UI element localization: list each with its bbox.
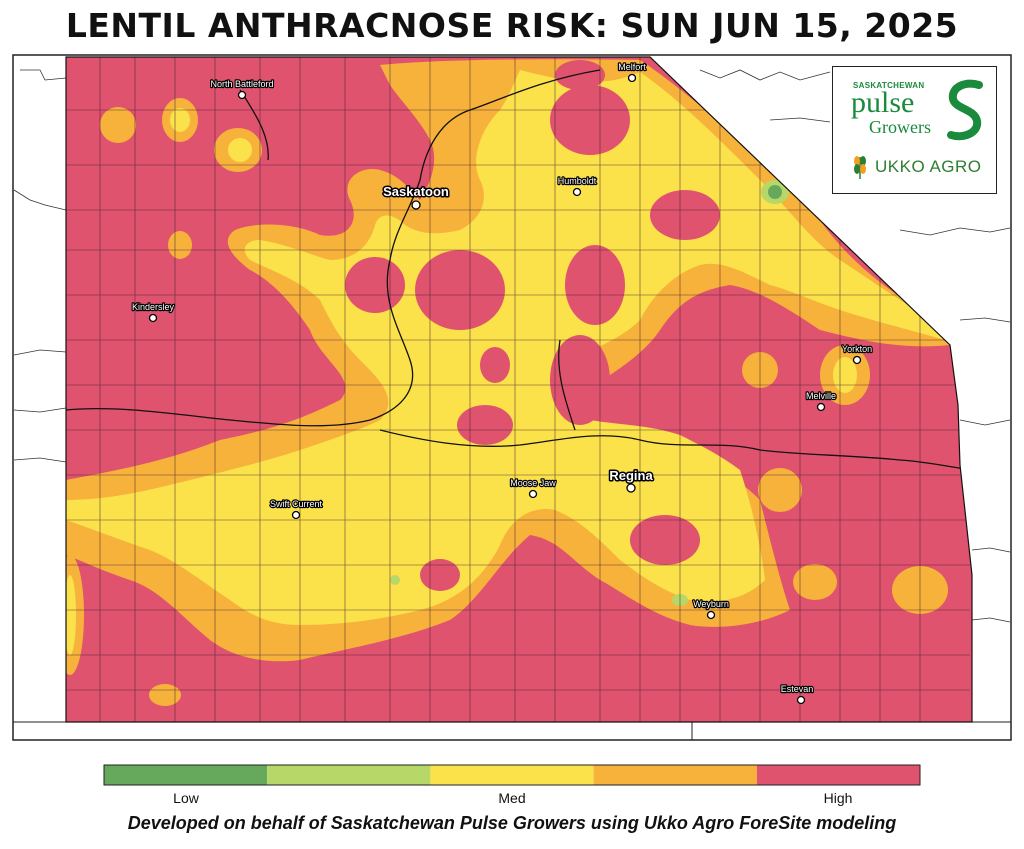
city-dot xyxy=(237,90,247,100)
city-dot xyxy=(626,483,636,493)
city-dot xyxy=(816,402,826,412)
province-outline xyxy=(65,56,973,723)
city-label: Moose Jaw xyxy=(510,478,556,488)
logo-org-name: pulse xyxy=(851,86,915,119)
legend-swatch xyxy=(593,765,757,785)
city-dot xyxy=(627,73,637,83)
logo-partner: UKKO AGRO xyxy=(875,157,982,176)
city-label: Swift Current xyxy=(270,499,323,509)
city-label: Kindersley xyxy=(132,302,175,312)
city-markers: North Battleford Melfort Saskatoon Humbo… xyxy=(131,61,873,705)
city-label: Melville xyxy=(806,391,836,401)
city-dot xyxy=(291,510,301,520)
legend-border xyxy=(103,764,921,786)
city-dot xyxy=(572,187,582,197)
city-dot xyxy=(148,313,158,323)
city-dot xyxy=(411,200,421,210)
city-label: Weyburn xyxy=(693,599,729,609)
logo-panel: SASKATCHEWAN pulse Growers UKKO AGRO xyxy=(832,66,997,194)
legend-swatch xyxy=(430,765,594,785)
med-risk-zones xyxy=(66,70,945,655)
legend-label-high: High xyxy=(823,790,853,806)
legend-swatch xyxy=(756,765,920,785)
city-label: Yorkton xyxy=(842,344,872,354)
legend-bar xyxy=(103,764,921,786)
city-label: Humboldt xyxy=(558,176,597,186)
city-label: Saskatoon xyxy=(383,184,449,199)
pulse-growers-s-logo xyxy=(947,79,983,141)
legend-swatch xyxy=(104,765,268,785)
map-title: LENTIL ANTHRACNOSE RISK: SUN JUN 15, 202… xyxy=(65,6,959,45)
neighbouring-boundaries xyxy=(13,69,1011,623)
municipality-grid xyxy=(66,57,970,722)
legend-label-low: Low xyxy=(173,790,199,806)
city-dot xyxy=(706,610,716,620)
city-dot xyxy=(852,355,862,365)
legend-label-med: Med xyxy=(498,790,526,806)
city-dot xyxy=(796,695,806,705)
city-label: Regina xyxy=(609,468,653,483)
logo-org-sub: Growers xyxy=(869,117,931,137)
city-label: Estevan xyxy=(781,684,814,694)
logo-org-small: SASKATCHEWAN xyxy=(853,81,925,90)
city-label: North Battleford xyxy=(210,79,273,89)
low-risk-zones xyxy=(390,180,789,606)
city-label: Melfort xyxy=(618,62,646,72)
inner-high-zones xyxy=(345,60,720,591)
city-dot xyxy=(528,489,538,499)
legend-swatch xyxy=(267,765,431,785)
footer-credit: Developed on behalf of Saskatchewan Puls… xyxy=(127,813,897,833)
rivers xyxy=(66,69,972,471)
wheat-icon xyxy=(854,156,866,179)
